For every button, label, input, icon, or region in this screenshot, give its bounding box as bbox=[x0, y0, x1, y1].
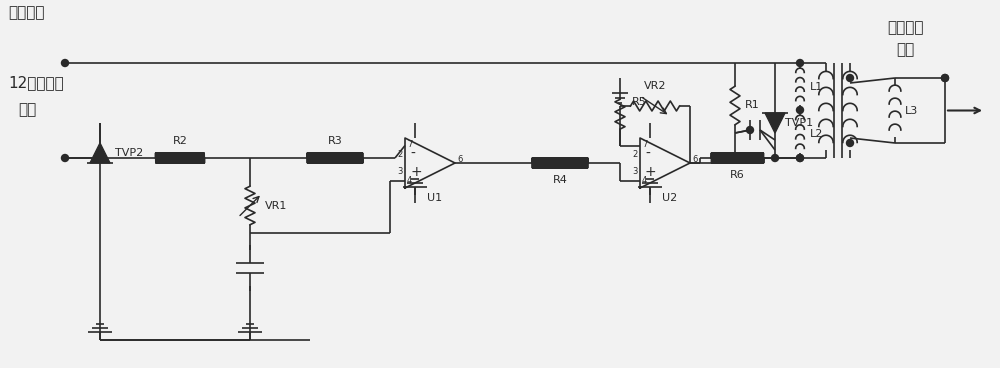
Text: R3: R3 bbox=[328, 136, 342, 146]
Text: 6: 6 bbox=[692, 156, 697, 164]
Text: 3: 3 bbox=[633, 167, 638, 176]
Text: R2: R2 bbox=[173, 136, 187, 146]
Text: L3: L3 bbox=[905, 106, 918, 116]
Text: TVP1: TVP1 bbox=[785, 118, 813, 128]
Text: 4: 4 bbox=[407, 176, 412, 185]
Circle shape bbox=[796, 60, 804, 67]
Text: R4: R4 bbox=[553, 175, 567, 185]
Text: 局部放电: 局部放电 bbox=[887, 21, 923, 35]
Text: 2: 2 bbox=[633, 150, 638, 159]
Polygon shape bbox=[765, 113, 785, 133]
Text: +: + bbox=[645, 165, 657, 179]
Text: -: - bbox=[410, 147, 415, 161]
Text: L2: L2 bbox=[810, 129, 823, 139]
Text: R5: R5 bbox=[632, 97, 647, 107]
Text: 12脉动干扰: 12脉动干扰 bbox=[8, 75, 64, 91]
Circle shape bbox=[62, 60, 68, 67]
Text: 4: 4 bbox=[642, 176, 647, 185]
Circle shape bbox=[942, 74, 948, 81]
Text: 7: 7 bbox=[642, 140, 647, 149]
Text: VR1: VR1 bbox=[265, 201, 287, 211]
Circle shape bbox=[796, 106, 804, 113]
Text: -: - bbox=[645, 147, 650, 161]
Text: TVP2: TVP2 bbox=[115, 148, 143, 158]
Circle shape bbox=[846, 139, 854, 146]
Text: +: + bbox=[410, 165, 422, 179]
Text: VR2: VR2 bbox=[644, 81, 666, 91]
Text: L1: L1 bbox=[810, 81, 823, 92]
Circle shape bbox=[772, 155, 778, 162]
Text: 实测信号: 实测信号 bbox=[8, 6, 44, 21]
Text: 7: 7 bbox=[407, 140, 412, 149]
Text: 2: 2 bbox=[398, 150, 403, 159]
Polygon shape bbox=[90, 143, 110, 163]
Circle shape bbox=[796, 155, 804, 162]
Circle shape bbox=[942, 74, 948, 81]
Text: 6: 6 bbox=[457, 156, 462, 164]
Circle shape bbox=[732, 155, 738, 162]
Text: 信号: 信号 bbox=[18, 103, 36, 117]
Circle shape bbox=[846, 74, 854, 81]
Text: U1: U1 bbox=[427, 193, 443, 203]
Circle shape bbox=[62, 155, 68, 162]
Text: 3: 3 bbox=[398, 167, 403, 176]
Text: U2: U2 bbox=[662, 193, 678, 203]
Circle shape bbox=[746, 127, 754, 134]
Text: R6: R6 bbox=[730, 170, 744, 180]
Text: 信号: 信号 bbox=[896, 42, 914, 57]
Text: R1: R1 bbox=[745, 100, 760, 110]
Circle shape bbox=[796, 155, 804, 162]
